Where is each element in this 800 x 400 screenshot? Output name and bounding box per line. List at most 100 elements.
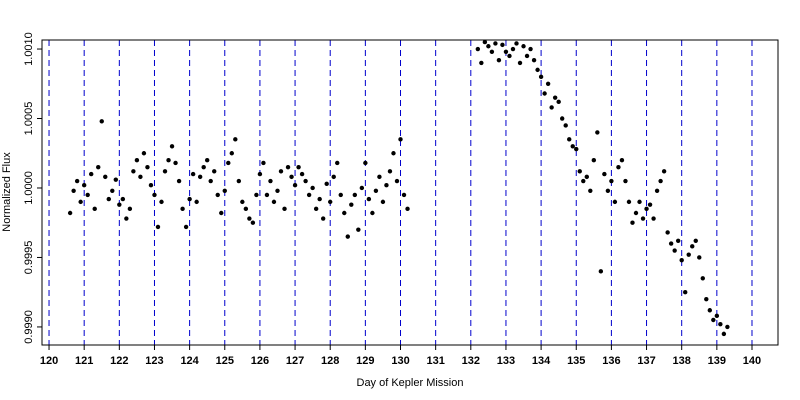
data-point — [658, 178, 663, 184]
data-point — [352, 192, 358, 198]
data-point — [99, 119, 104, 124]
data-point — [204, 157, 210, 163]
data-point — [577, 169, 582, 174]
data-point — [595, 130, 600, 135]
data-point — [718, 321, 723, 327]
data-point — [482, 40, 488, 45]
data-point — [335, 160, 340, 166]
y-tick-label: 1.0010 — [23, 32, 35, 66]
data-point — [675, 238, 681, 243]
data-point — [665, 230, 670, 235]
data-point — [261, 160, 266, 166]
data-point — [591, 157, 597, 163]
data-point — [310, 185, 315, 191]
data-point — [725, 324, 730, 330]
data-point — [661, 169, 667, 174]
data-point — [141, 151, 147, 156]
data-point — [127, 206, 133, 212]
data-point — [605, 188, 611, 193]
data-point — [208, 178, 213, 184]
data-point — [282, 206, 287, 212]
data-point — [707, 308, 713, 313]
data-point — [531, 57, 537, 63]
y-tick-label: 0.9995 — [23, 241, 35, 275]
data-point — [559, 116, 565, 121]
data-point — [679, 258, 684, 263]
data-point — [514, 41, 519, 46]
x-tick-label: 134 — [532, 355, 551, 367]
x-tick-label: 137 — [637, 355, 655, 367]
x-tick-label: 132 — [462, 355, 480, 367]
x-tick-label: 128 — [321, 355, 339, 367]
data-point — [704, 296, 709, 302]
data-point — [254, 192, 259, 198]
data-point — [271, 199, 277, 205]
data-point — [85, 192, 90, 198]
data-point — [489, 49, 495, 55]
data-point — [690, 244, 695, 249]
data-point — [257, 171, 263, 177]
data-point — [623, 178, 628, 184]
data-point — [110, 188, 115, 193]
data-point — [380, 199, 386, 205]
data-point — [563, 123, 568, 128]
data-point — [384, 183, 389, 188]
data-point — [92, 206, 97, 212]
data-point — [711, 317, 716, 323]
data-point — [609, 178, 614, 184]
data-point — [106, 196, 111, 202]
data-point — [338, 192, 343, 198]
data-point — [240, 199, 245, 205]
data-point — [612, 199, 618, 205]
data-point — [212, 169, 217, 174]
data-point — [517, 60, 523, 66]
data-point — [328, 199, 333, 205]
x-tick-label: 133 — [497, 355, 515, 367]
data-point — [117, 202, 122, 207]
data-point — [401, 192, 407, 198]
data-point — [524, 53, 530, 59]
data-point — [697, 255, 702, 260]
data-point — [152, 192, 157, 198]
data-point — [630, 220, 635, 225]
data-point — [570, 144, 575, 149]
data-point — [602, 171, 607, 177]
data-point — [405, 206, 410, 212]
data-point — [299, 171, 305, 177]
data-point — [113, 177, 119, 182]
x-tick-label: 135 — [567, 355, 585, 367]
data-point — [521, 44, 526, 49]
data-point — [475, 46, 481, 52]
data-point — [190, 171, 196, 177]
data-point — [637, 199, 642, 205]
data-point — [250, 220, 256, 225]
data-point — [683, 289, 688, 295]
data-point — [169, 144, 175, 149]
data-point — [581, 178, 586, 184]
data-point — [67, 210, 73, 216]
data-point — [345, 234, 350, 239]
data-point — [243, 206, 249, 212]
y-axis-label: Normalized Flux — [1, 152, 13, 232]
data-point — [134, 157, 140, 163]
data-point — [74, 178, 80, 184]
data-point — [81, 183, 87, 188]
data-point — [331, 174, 336, 180]
data-point — [503, 49, 509, 55]
data-point — [479, 60, 484, 66]
data-point — [398, 137, 403, 142]
data-point — [268, 178, 273, 184]
data-point — [306, 192, 312, 198]
x-tick-label: 138 — [673, 355, 691, 367]
data-point — [173, 160, 178, 166]
data-point — [496, 57, 502, 63]
data-point — [138, 174, 143, 180]
data-point — [219, 210, 224, 216]
data-point — [103, 174, 108, 180]
x-axis-label: Day of Kepler Mission — [357, 377, 464, 389]
data-point — [359, 185, 365, 191]
data-point — [700, 276, 705, 281]
data-point — [721, 331, 727, 337]
data-point — [654, 188, 660, 193]
